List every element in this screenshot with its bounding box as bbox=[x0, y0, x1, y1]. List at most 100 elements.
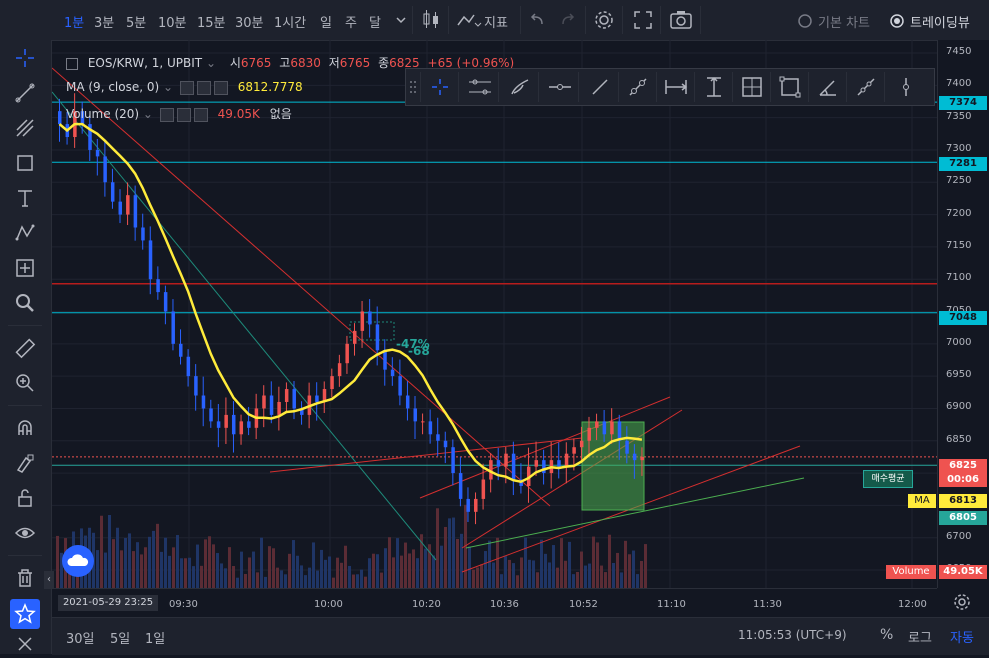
eye-icon[interactable] bbox=[159, 107, 174, 122]
rectangle-tool-icon[interactable] bbox=[772, 72, 809, 102]
timeframe-1m[interactable]: 1분 bbox=[64, 16, 85, 31]
candle-body bbox=[292, 389, 296, 409]
volume-bar bbox=[560, 538, 563, 588]
timeframe-5m[interactable]: 5분 bbox=[126, 16, 147, 31]
close-icon[interactable] bbox=[213, 80, 228, 95]
brush-icon[interactable] bbox=[502, 72, 539, 102]
candle-body bbox=[262, 395, 266, 409]
timeframe-15m[interactable]: 15분 bbox=[197, 16, 226, 31]
trend-line-icon[interactable] bbox=[11, 79, 39, 107]
range-5d[interactable]: 5일 bbox=[110, 632, 131, 647]
symbol-title[interactable]: EOS/KRW, 1, UPBIT bbox=[87, 56, 203, 70]
zoom-in-icon[interactable] bbox=[11, 369, 39, 397]
favorite-star-icon[interactable] bbox=[10, 599, 40, 629]
gear-icon[interactable] bbox=[196, 80, 211, 95]
camera-icon[interactable] bbox=[669, 9, 693, 35]
candle-body bbox=[398, 376, 402, 396]
timeframe-3m[interactable]: 3분 bbox=[94, 16, 115, 31]
auto-toggle[interactable]: 자동 bbox=[950, 631, 974, 646]
candle-body bbox=[58, 111, 62, 125]
basic-chart-radio[interactable] bbox=[798, 13, 812, 32]
cloud-icon[interactable] bbox=[62, 545, 94, 577]
vertical-line-icon[interactable] bbox=[888, 72, 924, 102]
volume-bar bbox=[388, 537, 391, 588]
pattern-icon[interactable] bbox=[11, 219, 39, 247]
ruler-icon[interactable] bbox=[11, 334, 39, 362]
buy-average-badge[interactable]: 매수평균 bbox=[863, 470, 913, 488]
chevron-down-icon[interactable] bbox=[394, 10, 408, 34]
unlock-icon[interactable] bbox=[11, 484, 39, 512]
redo-icon[interactable] bbox=[557, 10, 577, 34]
volume-bar bbox=[384, 548, 387, 588]
magnet-icon[interactable] bbox=[11, 414, 39, 442]
percent-toggle[interactable]: % bbox=[880, 627, 894, 643]
gear-icon[interactable] bbox=[952, 592, 972, 616]
indicator-icon[interactable] bbox=[456, 9, 482, 35]
extended-line-icon[interactable] bbox=[620, 72, 657, 102]
crosshair-icon[interactable] bbox=[11, 44, 39, 72]
fullscreen-icon[interactable] bbox=[632, 9, 654, 35]
text-icon[interactable] bbox=[11, 184, 39, 212]
volume-bar bbox=[512, 563, 515, 588]
volume-bar bbox=[588, 563, 591, 588]
price-range-icon[interactable] bbox=[696, 72, 733, 102]
volume-bar bbox=[192, 566, 195, 588]
time-axis[interactable]: 2021-05-29 23:25 09:30 10:00 10:20 10:36… bbox=[52, 588, 937, 617]
prediction-icon[interactable] bbox=[11, 254, 39, 282]
gear-icon[interactable] bbox=[176, 107, 191, 122]
angle-icon[interactable] bbox=[810, 72, 847, 102]
lock-drawing-icon[interactable] bbox=[11, 449, 39, 477]
candle-body bbox=[466, 498, 470, 512]
price-axis[interactable]: 7450 7400 7350 7300 7250 7200 7150 7100 7050 7000… bbox=[937, 40, 989, 588]
volume-bar bbox=[412, 549, 415, 588]
candle-type-icon[interactable] bbox=[420, 8, 442, 36]
timeframe-week[interactable]: 주 bbox=[345, 16, 357, 31]
settings-gear-icon[interactable] bbox=[592, 8, 616, 36]
date-price-range-icon[interactable] bbox=[734, 72, 771, 102]
crosshair-tool-icon[interactable] bbox=[422, 72, 459, 102]
chevron-left-icon[interactable]: ‹ bbox=[44, 571, 54, 589]
close-panel-icon[interactable] bbox=[11, 630, 39, 658]
indicator-button[interactable]: 지표 bbox=[484, 16, 508, 31]
undo-icon[interactable] bbox=[528, 10, 548, 34]
candle-body bbox=[345, 343, 349, 364]
timeframe-30m[interactable]: 30분 bbox=[235, 16, 264, 31]
eye-icon[interactable] bbox=[11, 519, 39, 547]
pitchfork-icon[interactable] bbox=[11, 114, 39, 142]
timeframe-day[interactable]: 일 bbox=[320, 16, 332, 31]
fib-box bbox=[349, 321, 395, 341]
chart-canvas[interactable] bbox=[51, 40, 937, 588]
rectangle-icon[interactable] bbox=[11, 149, 39, 177]
ma-title[interactable]: MA (9, close, 0) bbox=[66, 80, 160, 94]
price-chart-area[interactable] bbox=[51, 40, 937, 588]
horizontal-ray-icon[interactable] bbox=[542, 72, 579, 102]
price-axis-label: 7281 bbox=[939, 157, 987, 171]
volume-bar bbox=[348, 565, 351, 588]
eye-icon[interactable] bbox=[179, 80, 194, 95]
collapse-legend-icon[interactable] bbox=[66, 57, 78, 70]
volume-bar bbox=[408, 553, 411, 588]
date-range-icon[interactable] bbox=[658, 72, 695, 102]
timeframe-month[interactable]: 달 bbox=[369, 16, 381, 31]
fib-text-1: -47% bbox=[396, 337, 430, 351]
arrow-line-icon[interactable] bbox=[848, 72, 885, 102]
volume-bar bbox=[324, 559, 327, 588]
timeframe-1h[interactable]: 1시간 bbox=[274, 16, 307, 31]
candle-body bbox=[504, 453, 508, 467]
trash-icon[interactable] bbox=[11, 564, 39, 592]
volume-title[interactable]: Volume (20) bbox=[66, 107, 140, 121]
parallel-channel-icon[interactable] bbox=[462, 72, 499, 102]
close-icon[interactable] bbox=[193, 107, 208, 122]
tradingview-radio[interactable] bbox=[890, 13, 904, 32]
line-segment-icon[interactable] bbox=[582, 72, 619, 102]
basic-chart-label[interactable]: 기본 차트 bbox=[818, 16, 870, 31]
trend-line bbox=[465, 477, 805, 549]
range-30d[interactable]: 30일 bbox=[66, 632, 95, 647]
range-1d[interactable]: 1일 bbox=[145, 632, 166, 647]
zoom-search-icon[interactable] bbox=[11, 289, 39, 317]
tradingview-label[interactable]: 트레이딩뷰 bbox=[910, 16, 970, 31]
log-toggle[interactable]: 로그 bbox=[908, 631, 932, 646]
drag-handle-icon[interactable] bbox=[406, 72, 421, 102]
timeframe-10m[interactable]: 10분 bbox=[158, 16, 187, 31]
candle-body bbox=[209, 408, 213, 422]
